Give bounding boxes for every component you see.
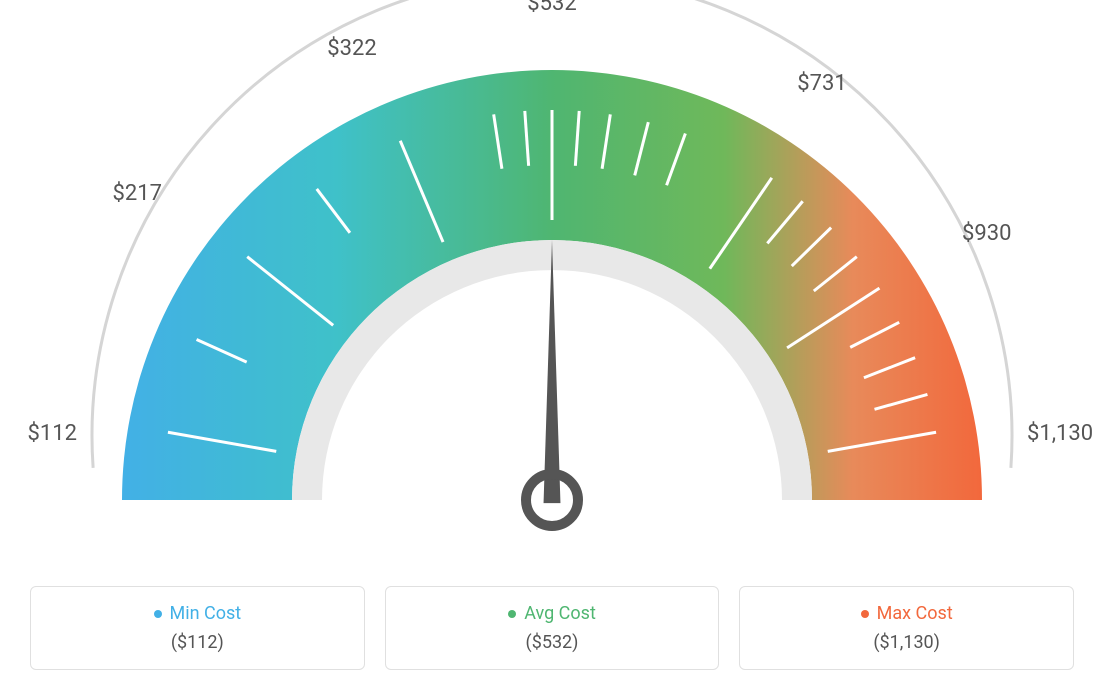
- gauge-chart: $112 $217 $322 $532 $731 $930 $1,130: [0, 0, 1104, 560]
- svg-text:$731: $731: [797, 71, 846, 96]
- legend-dot-max: [861, 610, 869, 618]
- legend-value-avg: ($532): [406, 632, 699, 653]
- legend-value-min: ($112): [51, 632, 344, 653]
- legend-title-max: Max Cost: [760, 603, 1053, 624]
- legend-label-min: Min Cost: [170, 603, 242, 624]
- svg-text:$532: $532: [527, 0, 576, 16]
- svg-text:$112: $112: [28, 421, 77, 446]
- svg-text:$1,130: $1,130: [1027, 421, 1093, 446]
- svg-text:$217: $217: [113, 181, 162, 206]
- legend-dot-avg: [508, 610, 516, 618]
- legend-title-min: Min Cost: [51, 603, 344, 624]
- legend-label-max: Max Cost: [877, 603, 953, 624]
- gauge-svg: $112 $217 $322 $532 $731 $930 $1,130: [0, 0, 1104, 560]
- legend-label-avg: Avg Cost: [524, 603, 596, 624]
- svg-text:$930: $930: [962, 221, 1011, 246]
- legend-row: Min Cost ($112) Avg Cost ($532) Max Cost…: [0, 586, 1104, 670]
- legend-title-avg: Avg Cost: [406, 603, 699, 624]
- legend-card-max: Max Cost ($1,130): [739, 586, 1074, 670]
- svg-text:$322: $322: [327, 36, 376, 61]
- legend-value-max: ($1,130): [760, 632, 1053, 653]
- legend-dot-min: [154, 610, 162, 618]
- legend-card-min: Min Cost ($112): [30, 586, 365, 670]
- legend-card-avg: Avg Cost ($532): [385, 586, 720, 670]
